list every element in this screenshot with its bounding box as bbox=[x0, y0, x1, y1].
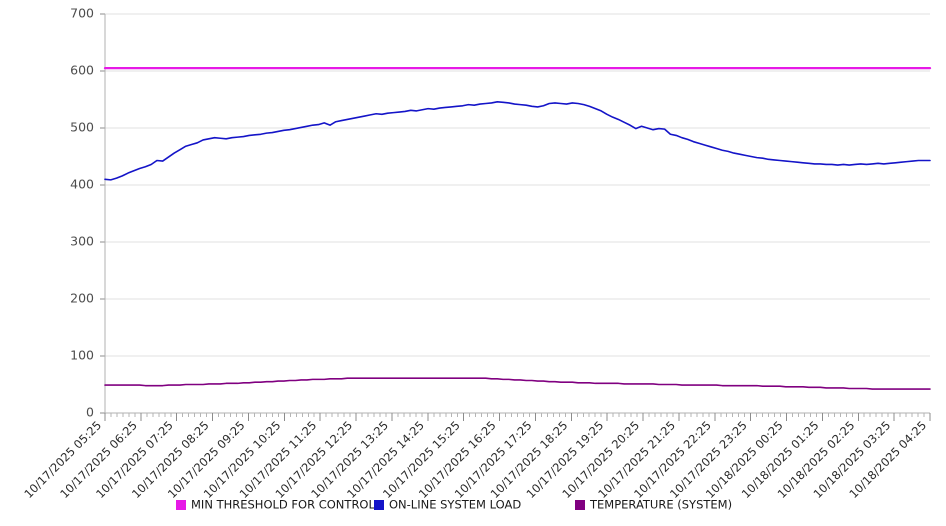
y-axis-tick-label: 300 bbox=[70, 234, 94, 249]
y-axis-tick-label: 100 bbox=[70, 348, 94, 363]
legend-label: TEMPERATURE (SYSTEM) bbox=[589, 498, 732, 512]
gridlines bbox=[105, 13, 930, 414]
y-axis-tick-label: 600 bbox=[70, 63, 94, 78]
legend-swatch bbox=[176, 500, 186, 510]
legend-label: ON-LINE SYSTEM LOAD bbox=[389, 498, 521, 512]
y-axis-tick-label: 500 bbox=[70, 120, 94, 135]
series-line-1 bbox=[104, 100, 931, 181]
legend: MIN THRESHOLD FOR CONTROL ON-LINE SYSTEM … bbox=[176, 498, 732, 512]
y-axis-tick-labels: 0 100 200 300 400 500 600 700 bbox=[70, 6, 94, 420]
y-axis-tick-label: 200 bbox=[70, 291, 94, 306]
y-axis-tick-label: 700 bbox=[70, 6, 94, 21]
y-axis-tick-label: 0 bbox=[86, 405, 94, 420]
legend-swatch bbox=[575, 500, 585, 510]
series-group bbox=[103, 67, 932, 390]
y-axis-tick-label: 400 bbox=[70, 177, 94, 192]
legend-swatch bbox=[374, 500, 384, 510]
legend-label: MIN THRESHOLD FOR CONTROL bbox=[191, 498, 375, 512]
series-line-2 bbox=[104, 377, 931, 390]
axes bbox=[100, 13, 931, 421]
